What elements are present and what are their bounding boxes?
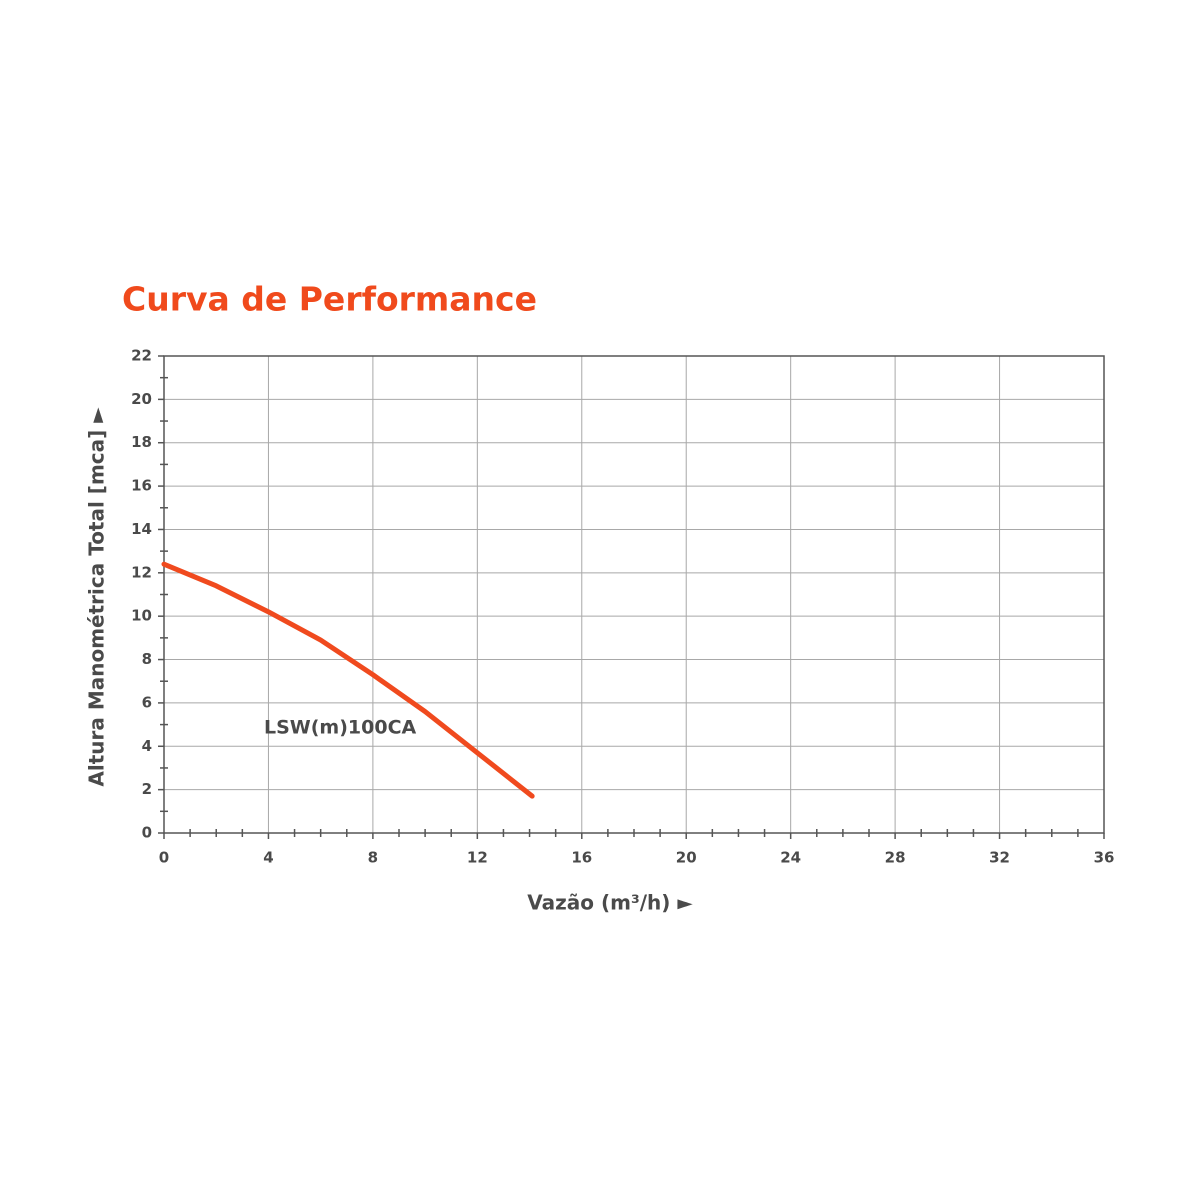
y-tick-label: 0 [142,824,152,842]
y-tick-label: 14 [131,520,152,538]
y-tick-label: 6 [142,693,152,711]
x-tick-label: 20 [676,849,697,867]
y-tick-label: 8 [142,650,152,668]
x-tick-label: 28 [885,849,906,867]
series-label: LSW(m)100CA [264,717,417,739]
x-tick-label: 24 [780,849,801,867]
y-tick-label: 12 [131,563,152,581]
x-tick-label: 12 [467,849,488,867]
x-tick-label: 8 [368,849,378,867]
x-axis-label: Vazão (m³/h) ► [527,891,693,915]
y-tick-label: 2 [142,780,152,798]
y-axis-label: Altura Manométrica Total [mca] ► [85,407,109,787]
series-line [161,561,535,799]
y-tick-label: 10 [131,607,152,625]
plot-frame [163,355,1105,834]
x-tick-label: 4 [263,849,273,867]
x-tick-label: 0 [159,849,169,867]
x-tick-label: 36 [1094,849,1115,867]
y-tick-label: 16 [131,477,152,495]
y-tick-label: 20 [131,390,152,408]
y-tick-label: 18 [131,433,152,451]
y-tick-label: 22 [131,347,152,365]
x-tick-label: 16 [571,849,592,867]
x-tick-label: 32 [989,849,1010,867]
chart-title: Curva de Performance [122,280,537,319]
y-tick-label: 4 [142,737,152,755]
